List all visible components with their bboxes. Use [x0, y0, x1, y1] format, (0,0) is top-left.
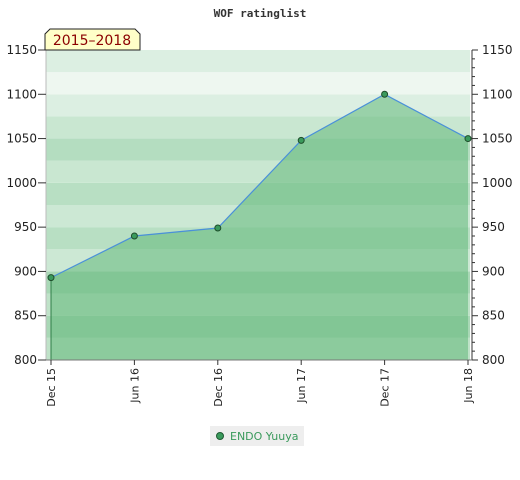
y-tick-label-right: 1150: [482, 43, 513, 57]
legend: ENDO Yuuya: [210, 426, 305, 446]
data-point: [297, 136, 305, 144]
axes: [45, 50, 473, 361]
data-points: [47, 90, 472, 282]
y-tick-label-right: 950: [482, 220, 505, 234]
series-line: [50, 93, 469, 279]
y-tick-label-left: 800: [14, 353, 37, 367]
legend-label: ENDO Yuuya: [230, 429, 299, 443]
series-area: [51, 94, 468, 361]
grid-band: [46, 50, 470, 73]
y-tick-label-left: 1000: [6, 176, 37, 190]
x-tick-label: Jun 16: [128, 368, 141, 404]
rating-area: [50, 93, 469, 361]
data-point: [464, 135, 472, 143]
data-point: [214, 224, 222, 232]
data-point: [130, 232, 138, 240]
x-tick-label: Jun 17: [295, 368, 308, 404]
x-tick-label: Dec 16: [212, 368, 225, 407]
y-tick-label-right: 850: [482, 309, 505, 323]
chart-title: WOF ratinglist: [214, 7, 307, 20]
x-axis-ticks: Dec 15 Jun 16 Dec 16 Jun 17 Dec 17 Jun 18: [45, 360, 475, 407]
x-tick-label: Dec 17: [379, 368, 392, 407]
period-badge-text: 2015–2018: [53, 33, 131, 49]
y-tick-label-left: 850: [14, 309, 37, 323]
data-point: [381, 90, 389, 98]
period-badge: 2015–2018: [44, 28, 141, 51]
period-badge-box: [44, 28, 141, 51]
y-tick-label-right: 1100: [482, 87, 513, 101]
legend-marker-icon: [216, 432, 224, 440]
y-tick-label-left: 1150: [6, 43, 37, 57]
y-tick-label-right: 1050: [482, 132, 513, 146]
y-tick-label-left: 1100: [6, 87, 37, 101]
y-tick-label-right: 1000: [482, 176, 513, 190]
y-tick-label-right: 800: [482, 353, 505, 367]
x-tick-label: Dec 15: [45, 368, 58, 407]
y-tick-label-left: 900: [14, 264, 37, 278]
y-axis-left-ticks: 800 850 900 950 1000 1050 1100 1150: [6, 43, 46, 367]
grid-band: [46, 72, 470, 95]
x-tick-label: Jun 18: [462, 368, 475, 404]
y-axis-right-ticks: 800 850 900 950 1000 1050 1100 1150: [472, 43, 513, 367]
y-tick-label-left: 950: [14, 220, 37, 234]
y-tick-label-left: 1050: [6, 132, 37, 146]
y-tick-label-right: 900: [482, 264, 505, 278]
data-point: [47, 274, 55, 282]
